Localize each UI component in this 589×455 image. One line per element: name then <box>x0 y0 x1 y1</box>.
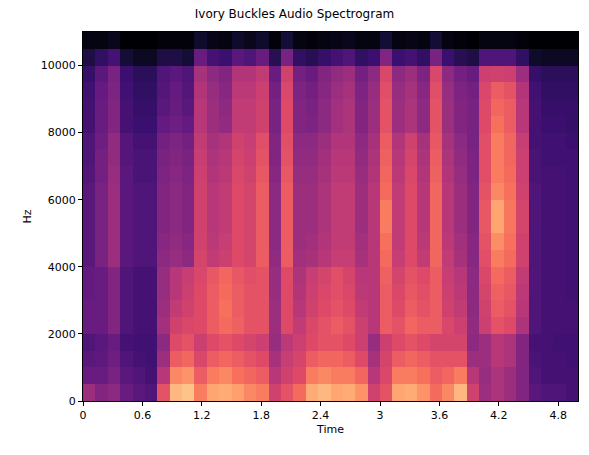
svg-text:2000: 2000 <box>48 328 76 341</box>
svg-text:4000: 4000 <box>48 261 76 274</box>
svg-text:Time: Time <box>316 423 344 436</box>
svg-text:10000: 10000 <box>41 59 76 72</box>
svg-text:3: 3 <box>377 409 384 422</box>
svg-text:8000: 8000 <box>48 126 76 139</box>
svg-text:1.8: 1.8 <box>252 409 270 422</box>
svg-text:1.2: 1.2 <box>193 409 211 422</box>
svg-text:0.6: 0.6 <box>134 409 152 422</box>
svg-text:Ivory Buckles Audio Spectrogra: Ivory Buckles Audio Spectrogram <box>195 7 394 21</box>
svg-text:0: 0 <box>80 409 87 422</box>
svg-text:Hz: Hz <box>21 209 34 223</box>
svg-text:0: 0 <box>69 395 76 408</box>
svg-text:4.2: 4.2 <box>490 409 508 422</box>
svg-text:3.6: 3.6 <box>431 409 449 422</box>
svg-text:6000: 6000 <box>48 194 76 207</box>
svg-text:4.8: 4.8 <box>549 409 567 422</box>
svg-text:2.4: 2.4 <box>312 409 330 422</box>
